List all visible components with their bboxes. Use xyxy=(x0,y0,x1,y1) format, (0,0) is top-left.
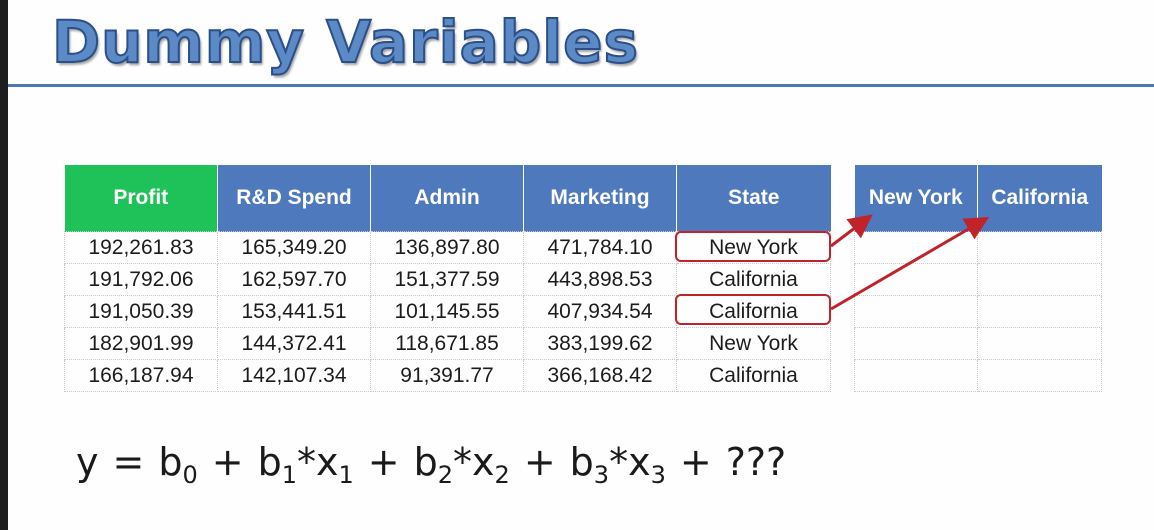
cell-marketing: 471,784.10 xyxy=(523,231,677,264)
cell-marketing: 366,168.42 xyxy=(523,359,677,392)
header-profit: Profit xyxy=(64,165,218,232)
formula-b0-sub: 0 xyxy=(182,461,198,489)
cell-rd-spend: 144,372.41 xyxy=(217,327,371,360)
title-underline xyxy=(8,84,1154,87)
cell-admin: 151,377.59 xyxy=(370,263,524,296)
formula-unknown: ??? xyxy=(725,440,787,484)
new-york-highlight-box xyxy=(675,231,831,262)
formula-y: y xyxy=(76,440,99,484)
formula-plus: + xyxy=(523,440,556,484)
dummy-row xyxy=(854,359,1102,392)
cell-profit: 182,901.99 xyxy=(64,327,218,360)
dummy-header-row: New York California xyxy=(854,165,1102,232)
formula-x1-sub: 1 xyxy=(338,461,354,489)
header-rd-spend: R&D Spend xyxy=(217,165,371,232)
table-row: 192,261.83 165,349.20 136,897.80 471,784… xyxy=(64,231,831,264)
dummy-cell-california xyxy=(977,295,1102,328)
formula-plus: + xyxy=(679,440,712,484)
formula-equals: = xyxy=(112,440,145,484)
header-new-york: New York xyxy=(854,165,978,232)
dummy-variable-table: New York California xyxy=(854,165,1102,392)
cell-admin: 136,897.80 xyxy=(370,231,524,264)
header-state: State xyxy=(676,165,831,232)
formula-x1: *x xyxy=(297,440,339,484)
table-header-row: Profit R&D Spend Admin Marketing State xyxy=(64,165,831,232)
formula-plus: + xyxy=(211,440,244,484)
dummy-row xyxy=(854,295,1102,328)
table-row: 166,187.94 142,107.34 91,391.77 366,168.… xyxy=(64,359,831,392)
header-california: California xyxy=(977,165,1102,232)
page-title: Dummy Variables xyxy=(51,7,640,77)
cell-admin: 118,671.85 xyxy=(370,327,524,360)
cell-state: California xyxy=(676,295,831,328)
formula-b2: b xyxy=(413,440,438,484)
cell-marketing: 383,199.62 xyxy=(523,327,677,360)
dummy-cell-new-york xyxy=(854,327,978,360)
formula-x2: *x xyxy=(453,440,495,484)
cell-state: New York xyxy=(676,327,831,360)
header-marketing: Marketing xyxy=(523,165,677,232)
cell-profit: 191,050.39 xyxy=(64,295,218,328)
cell-marketing: 443,898.53 xyxy=(523,263,677,296)
left-edge-bar xyxy=(0,0,8,530)
table-row: 191,792.06 162,597.70 151,377.59 443,898… xyxy=(64,263,831,296)
cell-rd-spend: 162,597.70 xyxy=(217,263,371,296)
formula-b1-sub: 1 xyxy=(281,461,297,489)
california-highlight-box xyxy=(675,294,831,325)
formula-b0: b xyxy=(158,440,183,484)
cell-rd-spend: 153,441.51 xyxy=(217,295,371,328)
cell-state: California xyxy=(676,263,831,296)
cell-admin: 101,145.55 xyxy=(370,295,524,328)
formula-b2-sub: 2 xyxy=(437,461,454,489)
dataset-table: Profit R&D Spend Admin Marketing State 1… xyxy=(64,165,831,392)
formula-b3: b xyxy=(569,440,594,484)
regression-formula: y = b0 + b1*x1 + b2*x2 + b3*x3 +??? xyxy=(76,440,786,489)
arrow-to-california xyxy=(830,216,990,311)
formula-x2-sub: 2 xyxy=(494,461,510,489)
cell-profit: 166,187.94 xyxy=(64,359,218,392)
dummy-cell-new-york xyxy=(854,295,978,328)
header-admin: Admin xyxy=(370,165,524,232)
cell-state: California xyxy=(676,359,831,392)
formula-x3-sub: 3 xyxy=(650,461,666,489)
cell-state: New York xyxy=(676,231,831,264)
formula-b1: b xyxy=(257,440,282,484)
dummy-cell-california xyxy=(977,359,1102,392)
dummy-cell-new-york xyxy=(854,263,978,296)
formula-x3: *x xyxy=(609,440,651,484)
cell-rd-spend: 142,107.34 xyxy=(217,359,371,392)
formula-plus: + xyxy=(367,440,400,484)
table-row: 182,901.99 144,372.41 118,671.85 383,199… xyxy=(64,327,831,360)
arrow-to-new-york xyxy=(830,214,873,248)
dummy-cell-new-york xyxy=(854,359,978,392)
cell-admin: 91,391.77 xyxy=(370,359,524,392)
formula-b3-sub: 3 xyxy=(593,461,610,489)
